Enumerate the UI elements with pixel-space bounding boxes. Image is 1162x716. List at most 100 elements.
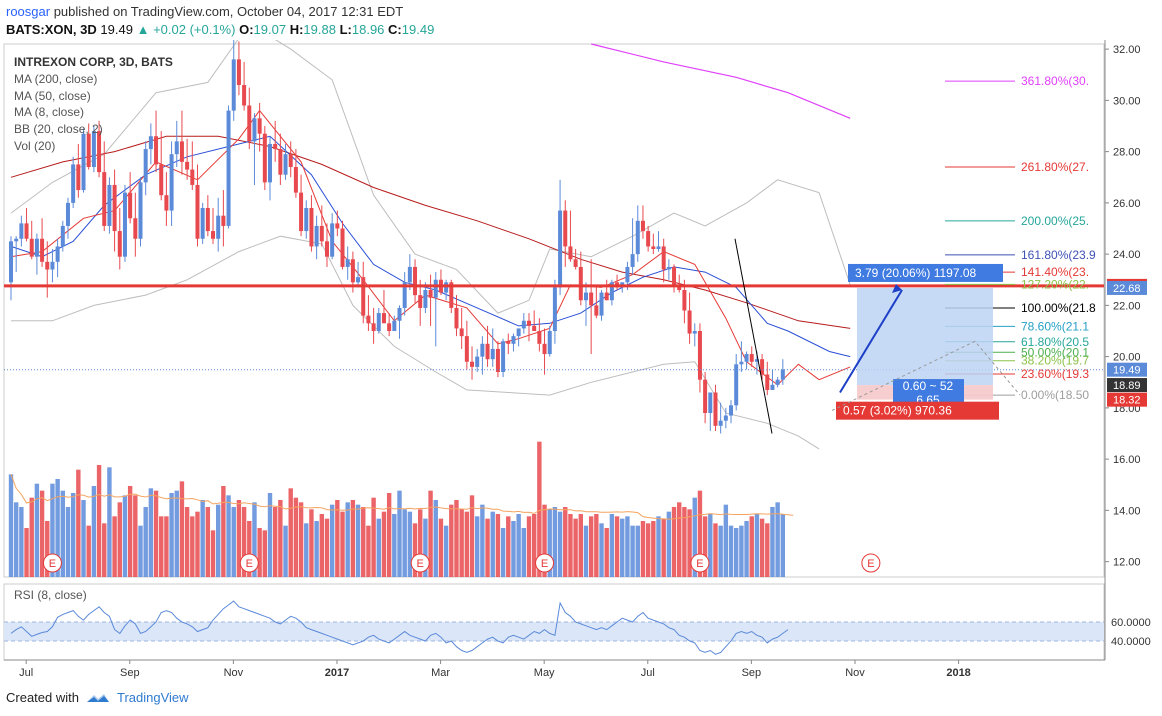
candle-body	[257, 118, 262, 134]
volume-bar	[490, 511, 495, 577]
rsi-band	[4, 622, 1104, 641]
volume-bar	[257, 528, 262, 577]
candle-body	[205, 208, 210, 232]
open-value: 19.07	[253, 22, 287, 37]
volume-bar	[521, 528, 527, 577]
candle-body	[81, 133, 86, 191]
x-tick-label: Nov	[845, 667, 865, 679]
legend-bb[interactable]: BB (20, close, 2)	[14, 122, 103, 137]
legend-vol[interactable]: Vol (20)	[14, 138, 56, 153]
volume-bar	[485, 518, 490, 577]
candle-body	[459, 328, 464, 337]
position-profit-zone	[857, 287, 993, 386]
volume-bar	[661, 518, 666, 577]
volume-bar	[350, 500, 356, 577]
candle-body	[273, 143, 278, 150]
candle-body	[314, 225, 319, 247]
candle-body	[475, 356, 480, 367]
symbol-name: BATS:XON, 3D	[6, 22, 97, 37]
candle-body	[361, 277, 366, 316]
volume-bar	[557, 511, 563, 577]
volume-bar	[184, 507, 190, 577]
footer: Created with TradingView	[6, 690, 189, 705]
candle-body	[128, 192, 133, 219]
legend-ma200[interactable]: MA (200, close)	[14, 71, 98, 86]
candle-body	[216, 215, 221, 239]
bollinger-lower-line	[11, 235, 820, 450]
close-label: C:	[388, 22, 402, 37]
author-link[interactable]: roosgar	[6, 4, 51, 19]
publish-info: roosgar published on TradingView.com, Oc…	[6, 4, 403, 19]
close-value: 19.49	[401, 22, 435, 37]
candle-body	[672, 266, 677, 285]
volume-bar	[314, 521, 319, 577]
candle-body	[630, 254, 635, 267]
volume-bar	[547, 509, 552, 577]
candle-body	[521, 320, 526, 329]
volume-bar	[13, 502, 19, 577]
candle-body	[760, 359, 765, 375]
y-tick-label: 12.00	[1113, 557, 1141, 569]
candle-body	[413, 266, 418, 296]
volume-bar	[272, 507, 278, 577]
high-label: H:	[289, 22, 304, 37]
volume-bar	[475, 516, 480, 577]
candle-body	[604, 292, 609, 301]
candle-body	[392, 320, 397, 331]
volume-bar	[231, 507, 236, 577]
legend-ma50[interactable]: MA (50, close)	[14, 88, 91, 103]
candle-body	[402, 282, 407, 308]
volume-bar	[236, 500, 242, 577]
y-tick-label: 32.00	[1113, 44, 1141, 56]
candle-body	[324, 241, 329, 257]
volume-bar	[386, 493, 392, 577]
tradingview-link[interactable]: TradingView	[116, 690, 189, 705]
candle-body	[532, 325, 537, 331]
candle-body	[122, 192, 127, 257]
volume-bar	[702, 516, 708, 577]
volume-bar	[666, 511, 672, 577]
rsi-legend[interactable]: RSI (8, close)	[14, 588, 87, 602]
price-change: +0.02 (+0.1%)	[153, 22, 236, 37]
candle-body	[366, 315, 371, 324]
volume-bar	[578, 514, 583, 577]
created-with-text: Created with	[6, 690, 79, 705]
candle-body	[589, 292, 594, 306]
legend-ma8[interactable]: MA (8, close)	[14, 105, 85, 120]
volume-bar	[24, 528, 29, 577]
ma8-line	[10, 109, 851, 386]
candle-body	[304, 208, 309, 232]
candle-body	[185, 161, 190, 170]
volume-bar	[205, 507, 211, 577]
candle-body	[76, 164, 81, 191]
candle-body	[371, 323, 376, 331]
y-tick-label: 16.00	[1113, 454, 1141, 466]
volume-bar	[537, 441, 542, 577]
volume-bar	[407, 511, 413, 577]
earnings-circle	[690, 553, 710, 573]
candle-body	[552, 287, 557, 331]
x-tick-label: 2017	[325, 667, 349, 679]
volume-bar	[34, 483, 40, 577]
candle-body	[221, 215, 226, 226]
volume-bar	[635, 525, 640, 577]
fib-level-label: 78.60%(21.1	[1021, 319, 1089, 333]
fib-level-label: 50.00%(20.1	[1021, 345, 1089, 359]
volume-bar	[692, 497, 697, 577]
candle-body	[288, 154, 293, 167]
volume-bar	[148, 488, 154, 577]
x-tick-label: Jul	[19, 667, 33, 679]
symbol-bar: BATS:XON, 3D 19.49 ▲ +0.02 (+0.1%) O:19.…	[6, 22, 434, 37]
candle-body	[708, 392, 713, 413]
candle-body	[195, 184, 200, 239]
candle-body	[91, 131, 96, 167]
volume-bar	[697, 490, 703, 577]
candle-body	[407, 266, 412, 283]
price-tag	[1107, 392, 1147, 407]
volume-bar	[241, 507, 247, 577]
x-tick-label: May	[534, 667, 555, 679]
candle-body	[9, 241, 13, 283]
price-chart[interactable]: 12.0014.0016.0018.0020.0022.0024.0026.00…	[0, 40, 1162, 690]
candle-body	[506, 341, 511, 344]
candle-body	[133, 218, 138, 239]
